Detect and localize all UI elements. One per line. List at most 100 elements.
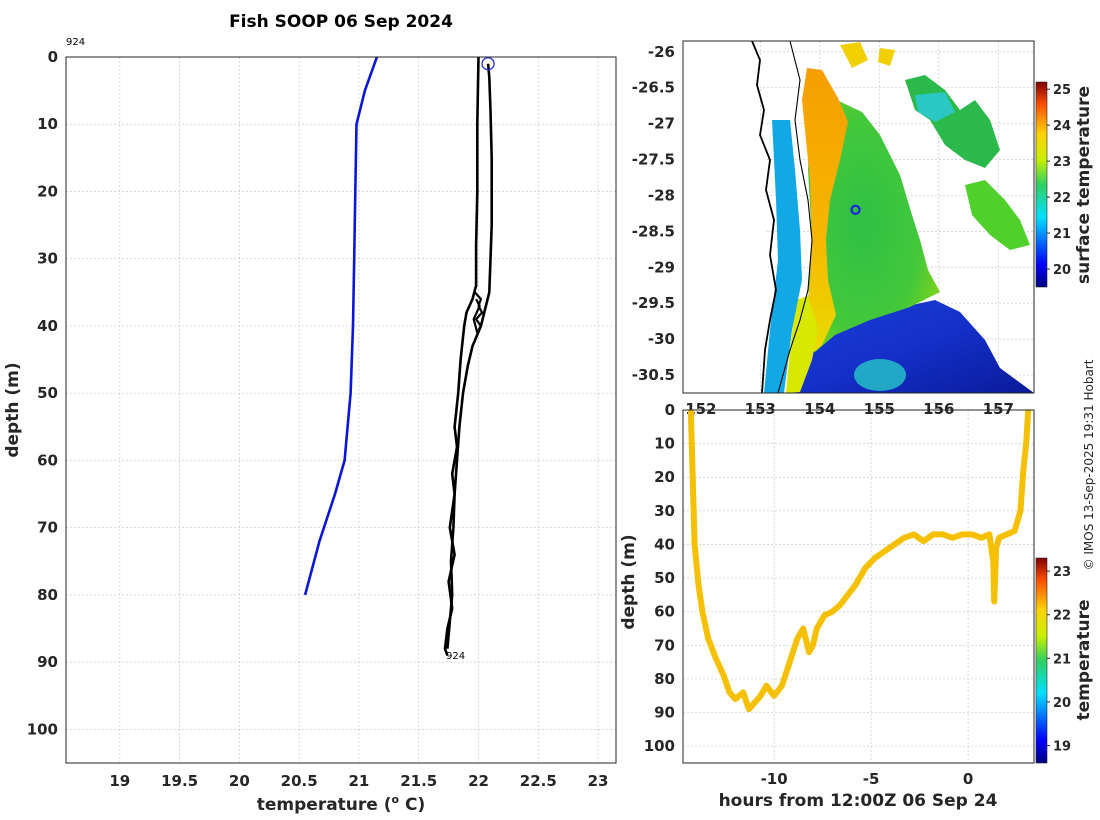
sst-cyan-patch — [915, 92, 955, 122]
depth-time-y-tick-label: 20 — [654, 468, 675, 486]
map-y-tick-label: -28 — [648, 186, 675, 204]
map-y-tick-label: -26.5 — [632, 79, 675, 97]
profile-start-marker — [481, 57, 495, 71]
map-x-tick-label: 154 — [804, 400, 835, 418]
map-y-tick-label: -29 — [648, 258, 675, 276]
profile-x-tick-label: 21 — [348, 772, 369, 790]
climatology-line — [303, 57, 379, 596]
coastline — [751, 41, 777, 393]
map-y-tick-label: -30.5 — [632, 366, 675, 384]
depth-time-x-tick-label: 0 — [963, 770, 973, 788]
sst-colorbar — [1035, 81, 1048, 288]
profile-y-tick-label: 100 — [27, 720, 58, 738]
sst-n-speckles — [840, 42, 895, 68]
temperature-colorbar-tick-label: 22 — [1053, 609, 1071, 624]
continental-shelf-line — [777, 41, 813, 393]
profile-y-tick-label: 70 — [37, 519, 58, 537]
sst-colorbar-tick-label: 24 — [1053, 119, 1071, 134]
sst-colorbar-tick-label: 23 — [1053, 155, 1071, 170]
sst-colorbar-tick-label: 25 — [1053, 83, 1071, 98]
depth-time-y-tick-label: 60 — [654, 603, 675, 621]
sst-field — [683, 41, 1034, 393]
depth-time-grid — [683, 409, 1034, 763]
temperature-colorbar-tick-label: 23 — [1053, 565, 1071, 580]
depth-time-tick-labels: -10 -5 0 0 10 20 30 40 50 60 70 80 90 100 — [644, 401, 974, 788]
depth-time-x-tick-label: -5 — [863, 770, 880, 788]
sst-colorbar-tick-label: 20 — [1053, 263, 1071, 278]
sst-e-patches — [965, 180, 1030, 250]
profile-top-label: 924 — [66, 37, 85, 48]
profile-y-tick-label: 30 — [37, 250, 58, 268]
profile-x-tick-label: 19.5 — [161, 772, 198, 790]
profile-grid — [66, 56, 616, 763]
depth-time-y-tick-label: 10 — [654, 435, 675, 453]
profile-x-tick-label: 23 — [588, 772, 609, 790]
profile-x-tick-label: 20 — [229, 772, 250, 790]
profile-up-line — [446, 63, 493, 649]
temperature-colorbar-tick-label: 20 — [1053, 696, 1071, 711]
map-y-tick-label: -27 — [648, 115, 675, 133]
map-y-tick-label: -26 — [648, 43, 675, 61]
depth-time-y-tick-label: 40 — [654, 535, 675, 553]
profile-frame — [65, 56, 617, 764]
credit-text: © IMOS 13-Sep-2025 19:31 Hobart — [1082, 359, 1096, 570]
land — [683, 41, 770, 393]
depth-time-y-tick-label: 70 — [654, 636, 675, 654]
depth-time-x-axis-label: hours from 12:00Z 06 Sep 24 — [719, 791, 998, 811]
depth-time-y-axis-label: depth (m) — [619, 534, 639, 629]
sst-colorbar-tick-label: 22 — [1053, 191, 1071, 206]
profile-y-tick-label: 10 — [37, 115, 58, 133]
depth-time-y-tick-label: 50 — [654, 569, 675, 587]
profile-x-tick-label: 19 — [109, 772, 130, 790]
sst-yellow-fringe — [786, 296, 818, 393]
profile-y-tick-label: 80 — [37, 586, 58, 604]
profile-x-tick-label: 20.5 — [281, 772, 318, 790]
depth-time-y-tick-label: 100 — [644, 737, 675, 755]
temperature-colorbar-label: temperature — [1074, 599, 1094, 720]
map-x-tick-label: 157 — [983, 400, 1014, 418]
sst-colorbar-tick-label: 21 — [1053, 227, 1071, 242]
sst-ne-patches — [905, 75, 1000, 168]
map-frame — [682, 40, 1035, 394]
map-x-tick-label: 153 — [745, 400, 776, 418]
profile-tick-labels: 19 19.5 20 20.5 21 21.5 22 22.5 23 0 10 20 30 40 50 60 7… — [27, 48, 609, 790]
profile-y-axis-label: depth (m) — [3, 362, 23, 457]
map-x-tick-label: 156 — [923, 400, 954, 418]
sst-current-core — [802, 68, 848, 355]
depth-time-panel: -10 -5 0 0 10 20 30 40 50 60 70 80 90 100 hours from … — [619, 401, 1094, 811]
map-y-tick-label: -29.5 — [632, 294, 675, 312]
profile-mid-loop-line — [472, 291, 484, 334]
sst-colorbar-ticks: 20 21 22 23 24 25 — [1047, 83, 1071, 278]
map-x-tick-label: 155 — [864, 400, 895, 418]
sst-eddy — [854, 359, 906, 391]
profile-x-tick-label: 22 — [468, 772, 489, 790]
temperature-colorbar-tick-label: 19 — [1053, 740, 1071, 755]
map-y-tick-label: -30 — [648, 330, 675, 348]
station-marker — [850, 204, 861, 215]
depth-time-y-tick-label: 80 — [654, 670, 675, 688]
depth-time-x-tick-label: -10 — [761, 770, 788, 788]
map-y-tick-label: -28.5 — [632, 222, 675, 240]
depth-trace — [687, 410, 1032, 713]
profile-y-tick-label: 50 — [37, 384, 58, 402]
profile-y-tick-label: 0 — [48, 48, 58, 66]
profile-x-tick-label: 22.5 — [520, 772, 557, 790]
depth-time-y-tick-label: 90 — [654, 704, 675, 722]
sst-map-panel: 152 153 154 155 156 157-26-26.5-27-27.5-28-28… — [632, 40, 1094, 418]
temperature-colorbar — [1035, 557, 1048, 764]
depth-time-y-tick-label: 30 — [654, 502, 675, 520]
profile-y-tick-label: 20 — [37, 182, 58, 200]
profile-y-tick-label: 40 — [37, 317, 58, 335]
depth-time-y-tick-label: 0 — [665, 401, 675, 419]
depth-time-frame — [682, 409, 1035, 764]
profile-x-axis-label: temperature (o C) — [257, 793, 426, 815]
temperature-colorbar-tick-label: 21 — [1053, 652, 1071, 667]
profile-y-tick-label: 60 — [37, 451, 58, 469]
profile-y-tick-label: 90 — [37, 653, 58, 671]
sst-coastal-strip — [764, 120, 802, 393]
profile-bottom-label: 924 — [446, 651, 465, 662]
temperature-colorbar-ticks: 19 20 21 22 23 — [1047, 565, 1071, 755]
sst-colorbar-label: surface temperature — [1074, 86, 1094, 284]
figure-title: Fish SOOP 06 Sep 2024 — [229, 12, 453, 32]
